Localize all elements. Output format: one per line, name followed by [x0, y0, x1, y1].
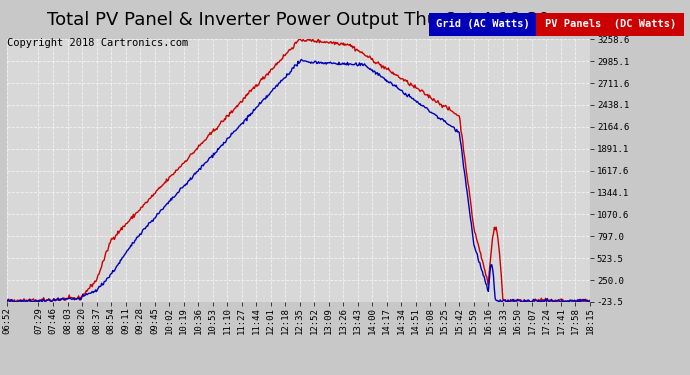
- Text: Copyright 2018 Cartronics.com: Copyright 2018 Cartronics.com: [7, 38, 188, 48]
- Text: Total PV Panel & Inverter Power Output Thu Oct 4 18:30: Total PV Panel & Inverter Power Output T…: [47, 11, 550, 29]
- Text: PV Panels  (DC Watts): PV Panels (DC Watts): [544, 20, 676, 29]
- Text: Grid (AC Watts): Grid (AC Watts): [436, 20, 529, 29]
